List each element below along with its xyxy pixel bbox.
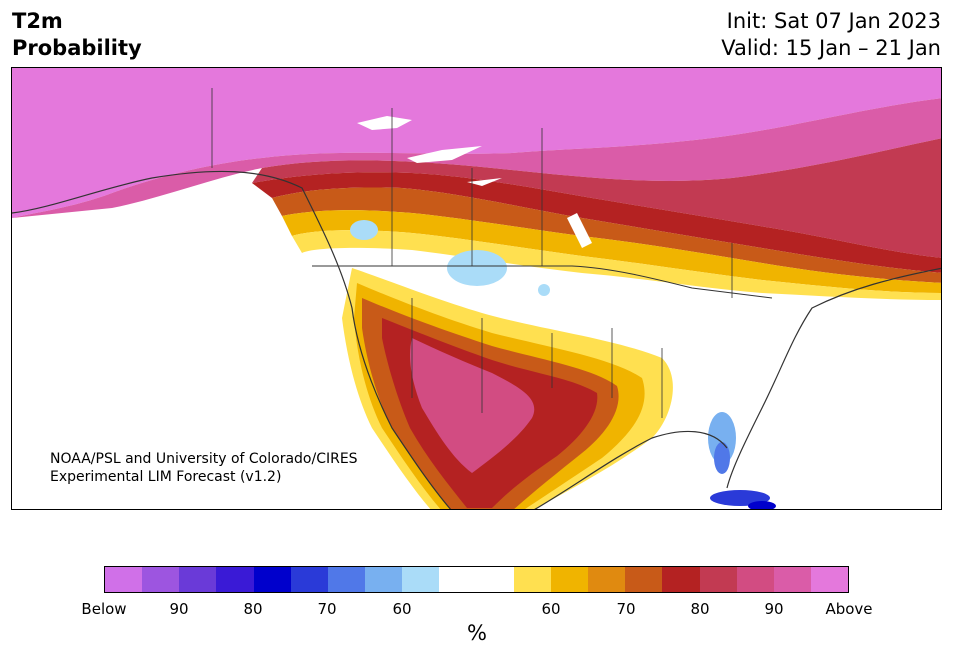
above-normal-far-north [12,68,941,218]
colorbar-tick-label: Above [825,600,873,618]
credit-line-2: Experimental LIM Forecast (v1.2) [50,469,282,485]
above-north-band-2 [12,98,941,218]
below-normal-florida [714,442,730,474]
below-normal-canada [350,220,378,240]
colorbar-tick-label: 90 [169,600,189,618]
coastline-east [726,267,941,489]
forecast-dates: Init: Sat 07 Jan 2023 Valid: 15 Jan – 21… [721,8,941,62]
coastline-west [12,170,452,509]
above-north-band-5 [272,187,941,283]
colorbar-swatch [105,567,143,592]
credit-line-1: NOAA/PSL and University of Colorado/CIRE… [50,451,358,467]
colorbar-tick-label: 60 [392,600,412,618]
colorbar-swatch [699,567,737,592]
lake-great-slave [407,146,482,163]
colorbar-swatch [662,567,700,592]
colorbar-swatch [439,567,477,592]
colorbar-swatch [216,567,254,592]
map-title: T2m Probability [12,8,142,62]
below-normal-caribbean [748,501,776,509]
above-north-band-3 [252,138,941,258]
below-normal-dakota [538,284,550,296]
above-southwest-core [410,338,535,473]
colorbar-swatch [550,567,589,592]
above-north-band-6 [282,210,941,293]
lake-athabasca [467,178,502,186]
colorbar-tick-label: 70 [317,600,337,618]
colorbar-tick-label: 60 [541,600,561,618]
colorbar-tick-label: 80 [243,600,263,618]
colorbar-tick-label: 90 [764,600,784,618]
init-date: Init: Sat 07 Jan 2023 [726,9,941,33]
probability-map [12,68,941,509]
above-north-band-4 [252,172,941,273]
valid-range: Valid: 15 Jan – 21 Jan [721,36,941,60]
map-credit: NOAA/PSL and University of Colorado/CIRE… [50,450,358,486]
colorbar-swatch [810,567,849,592]
title-line-1: T2m [12,9,63,33]
colorbar-tick-label: 80 [690,600,710,618]
colorbar-swatch [588,567,626,592]
colorbar-swatch [142,567,180,592]
colorbar-swatch [625,567,663,592]
colorbar-swatch [290,567,328,592]
colorbar-unit: % [467,621,487,645]
lake-winnipeg [567,213,592,248]
colorbar-tick-label: 70 [616,600,636,618]
state-borders [411,298,663,418]
colorbar-swatch [365,567,403,592]
lake-great-bear [357,116,412,130]
colorbar-swatch [736,567,774,592]
colorbar-swatch [773,567,811,592]
colorbar-swatch [179,567,217,592]
below-normal-montana [447,250,507,286]
colorbar-swatch [513,567,551,592]
gulf-coast [534,430,728,509]
colorbar-swatch [476,567,514,592]
colorbar-swatch [402,567,440,592]
above-north-band-7 [292,230,941,300]
colorbar [104,566,849,593]
province-borders [211,88,733,298]
map-panel: NOAA/PSL and University of Colorado/CIRE… [11,67,942,510]
colorbar-swatch [253,567,291,592]
title-line-2: Probability [12,36,142,60]
border-us-canada [312,265,773,299]
colorbar-tick-label: Below [81,600,127,618]
colorbar-swatch [327,567,366,592]
